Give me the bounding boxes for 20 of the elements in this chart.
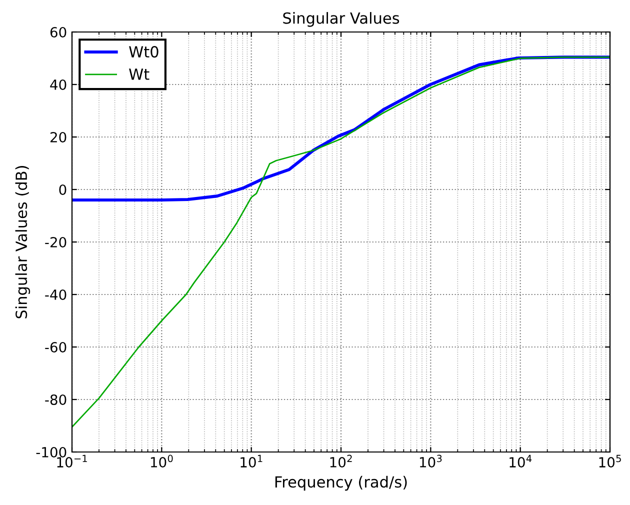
y-tick-label: -40 xyxy=(45,289,66,300)
legend-label: Wt xyxy=(129,68,150,80)
x-axis-title: Frequency (rad/s) xyxy=(275,476,407,491)
x-tick-label: 10$^{0}$ xyxy=(150,454,173,468)
y-axis-title: Singular Values (dB) xyxy=(15,166,30,318)
x-tick-label: 10$^{4}$ xyxy=(510,454,532,468)
x-tick-label: 10$^{3}$ xyxy=(420,454,442,468)
y-tick-label: 40 xyxy=(50,79,66,90)
y-tick-label: -100 xyxy=(36,446,66,458)
y-tick-label: 0 xyxy=(59,184,66,195)
y-tick-label: 20 xyxy=(50,132,66,142)
x-tick-label: 10$^{5}$ xyxy=(599,454,621,468)
y-tick-label: -60 xyxy=(45,342,66,352)
y-tick-label: 60 xyxy=(50,26,66,38)
x-tick-label: 10$^{2}$ xyxy=(330,454,352,468)
legend-label: Wt0 xyxy=(129,46,158,58)
x-tick-label: 10$^{1}$ xyxy=(240,454,262,468)
y-tick-label: -80 xyxy=(45,394,66,405)
y-tick-label: -20 xyxy=(45,236,66,248)
chart-title: Singular Values xyxy=(283,12,400,27)
